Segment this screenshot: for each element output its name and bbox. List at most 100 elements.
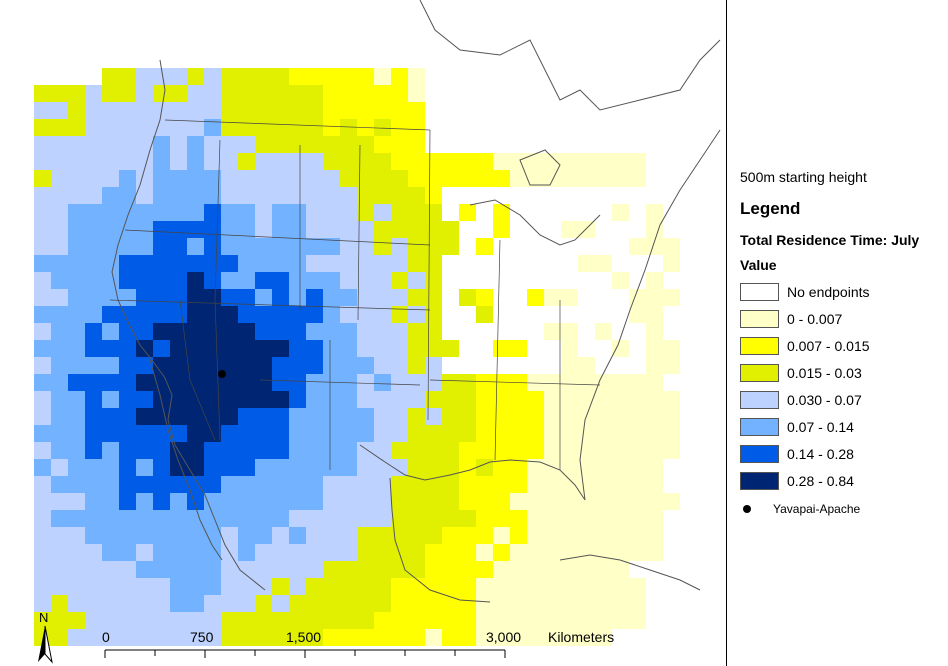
- grid-cell: [51, 374, 68, 391]
- grid-cell: [323, 476, 340, 493]
- grid-cell: [136, 629, 153, 646]
- grid-cell: [255, 357, 272, 374]
- grid-cell: [204, 289, 221, 306]
- grid-cell: [442, 595, 459, 612]
- grid-cell: [68, 255, 85, 272]
- grid-cell: [408, 629, 425, 646]
- grid-cell: [34, 153, 51, 170]
- grid-cell: [561, 153, 578, 170]
- grid-cell: [374, 68, 391, 85]
- grid-cell: [102, 425, 119, 442]
- legend-title: Total Residence Time: July: [740, 232, 920, 248]
- grid-cell: [476, 612, 493, 629]
- grid-cell: [204, 221, 221, 238]
- grid-cell: [187, 340, 204, 357]
- state-borders: [109, 119, 601, 470]
- grid-cell: [408, 544, 425, 561]
- grid-cell: [272, 136, 289, 153]
- grid-cell: [442, 408, 459, 425]
- grid-cell: [170, 340, 187, 357]
- grid-cell: [544, 408, 561, 425]
- grid-cell: [119, 153, 136, 170]
- legend-point-label: Yavapai-Apache: [773, 502, 861, 516]
- grid-cell: [34, 221, 51, 238]
- grid-cell: [34, 170, 51, 187]
- grid-cell: [323, 289, 340, 306]
- grid-cell: [255, 102, 272, 119]
- grid-cell: [187, 595, 204, 612]
- grid-cell: [340, 612, 357, 629]
- grid-cell: [459, 527, 476, 544]
- grid-cell: [68, 442, 85, 459]
- grid-cell: [272, 289, 289, 306]
- legend-field-name: Value: [740, 257, 777, 273]
- grid-cell: [476, 408, 493, 425]
- grid-cell: [85, 510, 102, 527]
- grid-cell: [306, 153, 323, 170]
- grid-cell: [612, 204, 629, 221]
- grid-cell: [136, 510, 153, 527]
- grid-cell: [34, 102, 51, 119]
- grid-cell: [204, 476, 221, 493]
- grid-cell: [544, 595, 561, 612]
- grid-cell: [153, 170, 170, 187]
- grid-cell: [85, 119, 102, 136]
- grid-cell: [425, 544, 442, 561]
- grid-cell: [561, 510, 578, 527]
- grid-cell: [289, 306, 306, 323]
- grid-cell: [102, 221, 119, 238]
- grid-cell: [374, 459, 391, 476]
- grid-cell: [187, 136, 204, 153]
- grid-cell: [663, 238, 680, 255]
- grid-cell: [119, 527, 136, 544]
- grid-cell: [646, 459, 663, 476]
- grid-cell: [289, 238, 306, 255]
- grid-cell: [306, 595, 323, 612]
- grid-cell: [357, 391, 374, 408]
- grid-cell: [340, 544, 357, 561]
- grid-cell: [136, 391, 153, 408]
- grid-cell: [391, 323, 408, 340]
- grid-cell: [357, 204, 374, 221]
- grid-cell: [561, 459, 578, 476]
- grid-cell: [663, 357, 680, 374]
- grid-cell: [527, 408, 544, 425]
- grid-cell: [340, 289, 357, 306]
- grid-cell: [136, 85, 153, 102]
- grid-cell: [459, 612, 476, 629]
- grid-cell: [51, 119, 68, 136]
- grid-cell: [408, 391, 425, 408]
- residence-time-map[interactable]: [0, 0, 726, 666]
- yavapai-apache-point[interactable]: [218, 370, 226, 378]
- grid-cell: [391, 391, 408, 408]
- scale-unit: Kilometers: [548, 629, 615, 645]
- grid-cell: [408, 272, 425, 289]
- grid-cell: [68, 561, 85, 578]
- grid-cell: [646, 510, 663, 527]
- grid-cell: [544, 289, 561, 306]
- grid-cell: [221, 442, 238, 459]
- grid-cell: [238, 476, 255, 493]
- map-frame[interactable]: [0, 0, 727, 666]
- grid-cell: [119, 544, 136, 561]
- grid-cell: [493, 374, 510, 391]
- grid-cell: [289, 442, 306, 459]
- grid-cell: [85, 476, 102, 493]
- grid-cell: [85, 136, 102, 153]
- grid-cell: [544, 544, 561, 561]
- grid-cell: [153, 289, 170, 306]
- grid-cell: [85, 612, 102, 629]
- grid-cell: [306, 357, 323, 374]
- grid-cell: [357, 306, 374, 323]
- grid-cell: [204, 544, 221, 561]
- grid-cell: [629, 306, 646, 323]
- grid-cell: [34, 323, 51, 340]
- grid-cell: [119, 102, 136, 119]
- grid-cell: [646, 272, 663, 289]
- grid-cell: [510, 493, 527, 510]
- grid-cell: [204, 272, 221, 289]
- grid-cell: [476, 306, 493, 323]
- grid-cell: [442, 510, 459, 527]
- grid-cell: [34, 442, 51, 459]
- grid-cell: [306, 629, 323, 646]
